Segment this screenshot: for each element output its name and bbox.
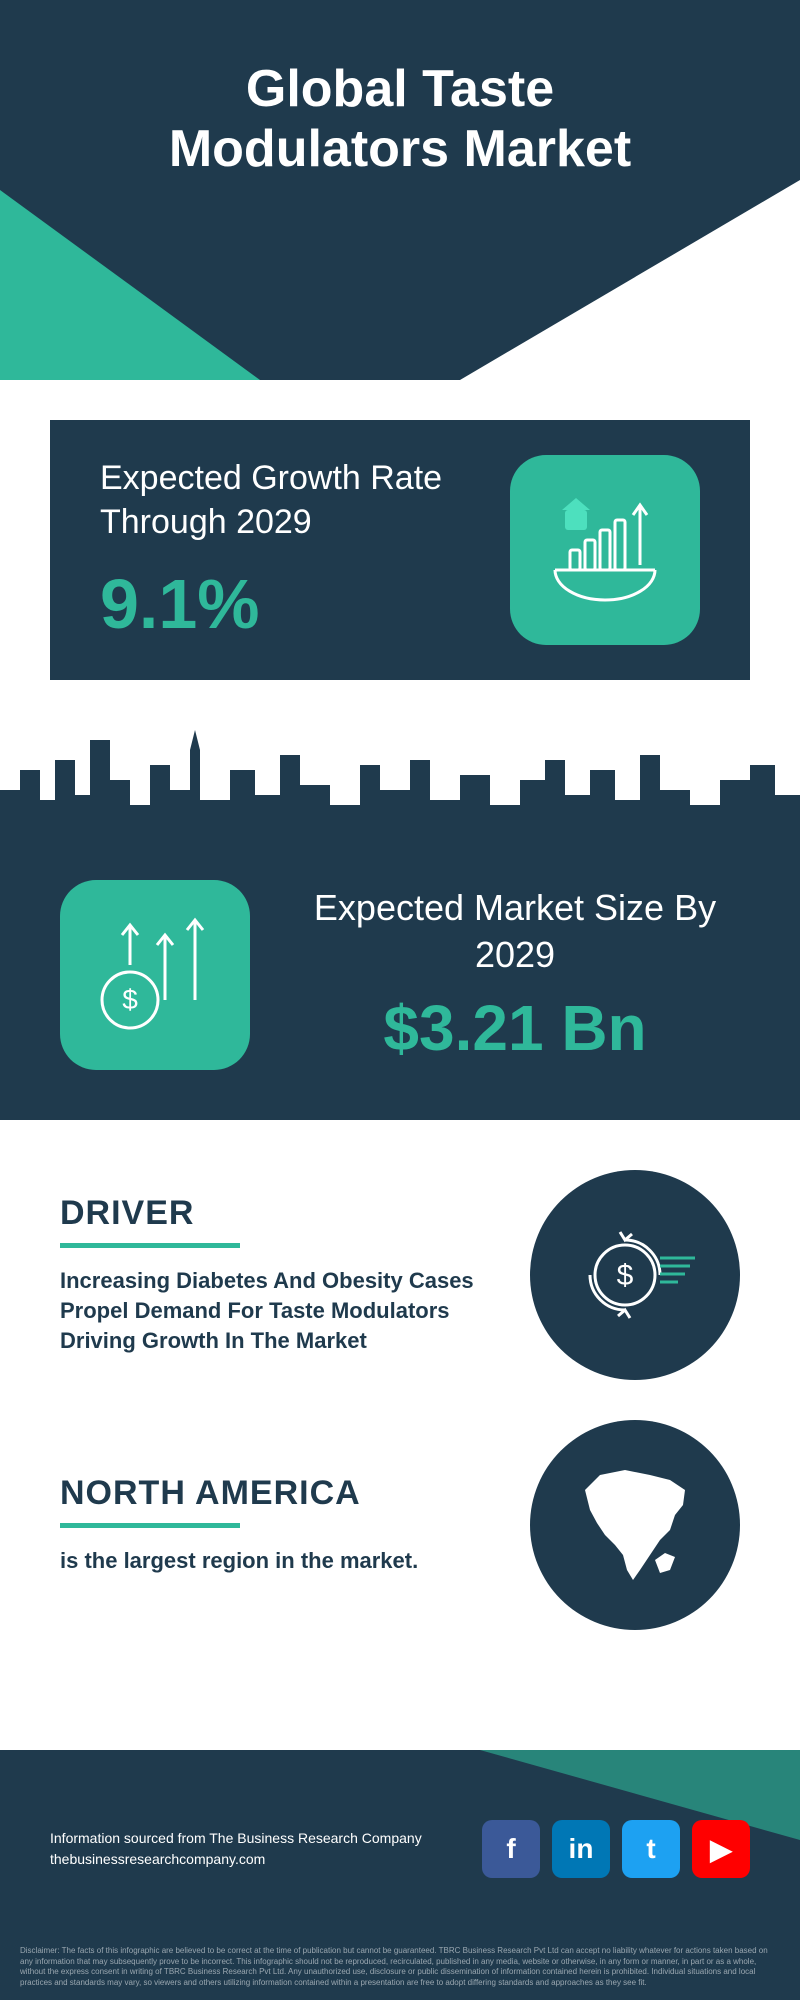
region-body: is the largest region in the market. <box>60 1546 500 1576</box>
region-rule <box>60 1523 240 1528</box>
header-triangle-left <box>0 190 260 380</box>
footer-line2: thebusinessresearchcompany.com <box>50 1849 422 1870</box>
growth-label: Expected Growth Rate Through 2029 <box>100 456 470 544</box>
footer-source: Information sourced from The Business Re… <box>50 1828 422 1870</box>
dollar-cycle-icon: $ <box>530 1170 740 1380</box>
spacer <box>0 380 800 420</box>
north-america-map-icon <box>530 1420 740 1630</box>
region-title: NORTH AMERICA <box>60 1474 500 1513</box>
driver-section: DRIVER Increasing Diabetes And Obesity C… <box>60 1170 740 1380</box>
footer-content: Information sourced from The Business Re… <box>50 1820 750 1878</box>
growth-value: 9.1% <box>100 564 470 644</box>
market-size-label: Expected Market Size By 2029 <box>290 885 740 979</box>
market-size-card: $ Expected Market Size By 2029 $3.21 Bn <box>0 830 800 1120</box>
market-size-text-block: Expected Market Size By 2029 $3.21 Bn <box>290 885 740 1065</box>
skyline-decoration <box>0 710 800 830</box>
footer-line1: Information sourced from The Business Re… <box>50 1828 422 1849</box>
facebook-icon[interactable]: f <box>482 1820 540 1878</box>
growth-chart-globe-icon <box>510 455 700 645</box>
dollar-arrows-icon: $ <box>60 880 250 1070</box>
header-triangle-right <box>460 180 800 380</box>
growth-card: Expected Growth Rate Through 2029 9.1% <box>50 420 750 680</box>
market-size-value: $3.21 Bn <box>290 991 740 1065</box>
social-links: f in t ▶ <box>482 1820 750 1878</box>
driver-rule <box>60 1243 240 1248</box>
driver-body: Increasing Diabetes And Obesity Cases Pr… <box>60 1266 500 1355</box>
driver-text: DRIVER Increasing Diabetes And Obesity C… <box>60 1194 500 1355</box>
driver-title: DRIVER <box>60 1194 500 1233</box>
svg-text:$: $ <box>122 984 138 1015</box>
linkedin-icon[interactable]: in <box>552 1820 610 1878</box>
disclaimer-text: Disclaimer: The facts of this infographi… <box>20 1946 780 1988</box>
twitter-icon[interactable]: t <box>622 1820 680 1878</box>
region-section: NORTH AMERICA is the largest region in t… <box>60 1420 740 1630</box>
header: Global TasteModulators Market <box>0 0 800 380</box>
page-title: Global TasteModulators Market <box>0 0 800 180</box>
youtube-icon[interactable]: ▶ <box>692 1820 750 1878</box>
footer: Information sourced from The Business Re… <box>0 1750 800 2000</box>
growth-text-block: Expected Growth Rate Through 2029 9.1% <box>100 456 470 644</box>
svg-text:$: $ <box>617 1259 634 1292</box>
region-text: NORTH AMERICA is the largest region in t… <box>60 1474 500 1576</box>
